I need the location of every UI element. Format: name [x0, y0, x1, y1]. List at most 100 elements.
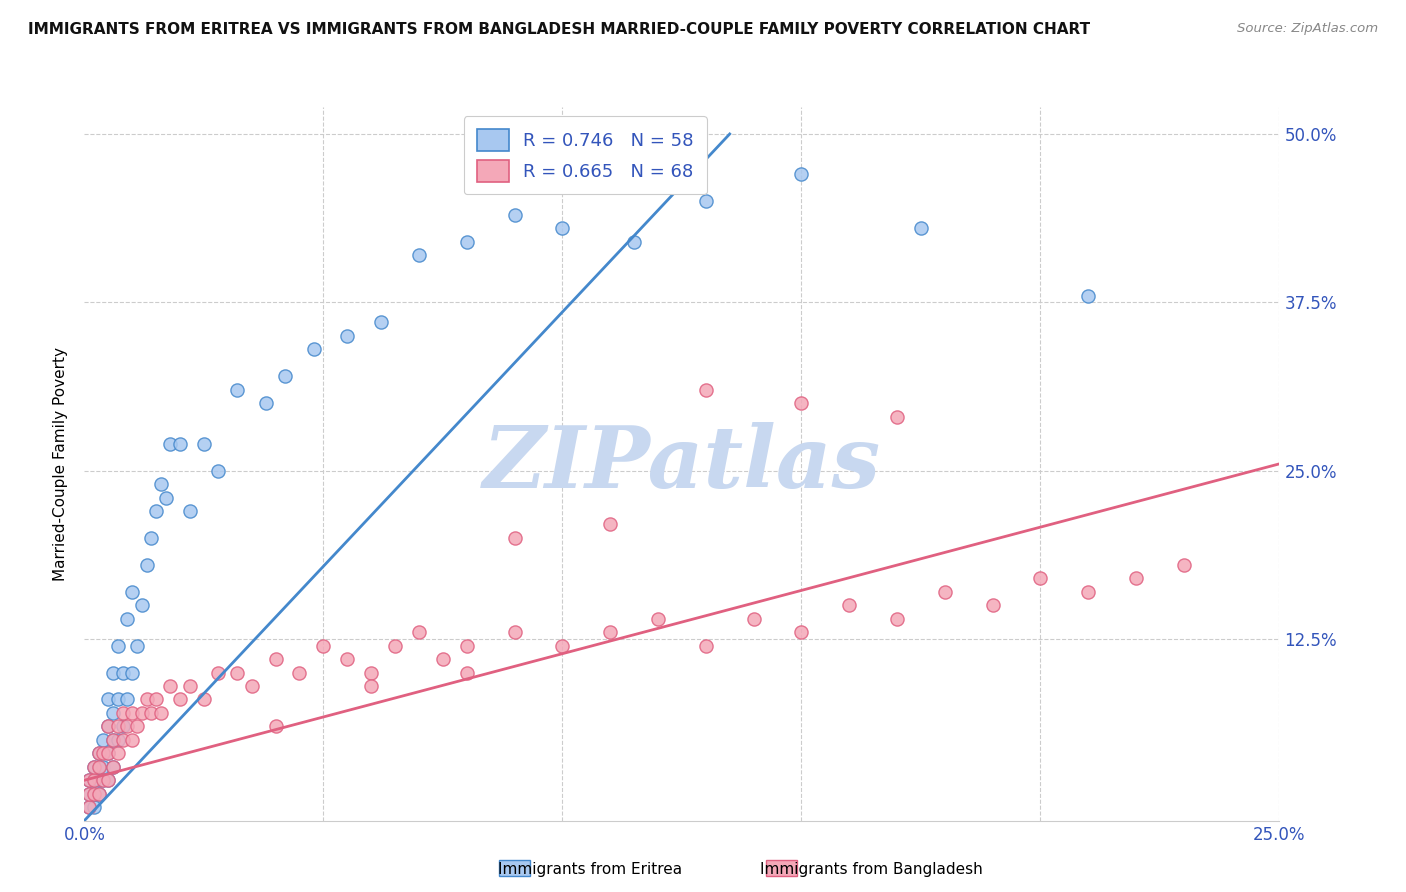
- Point: [93, 732, 115, 747]
- Point: [695, 194, 717, 209]
- Point: [360, 679, 382, 693]
- Point: [169, 436, 191, 450]
- Point: [695, 383, 717, 397]
- Point: [288, 665, 311, 680]
- Point: [93, 773, 115, 788]
- Point: [360, 665, 382, 680]
- Point: [1077, 288, 1099, 302]
- Point: [83, 773, 105, 788]
- Point: [790, 625, 813, 640]
- Point: [83, 773, 105, 788]
- Point: [101, 760, 124, 774]
- Text: Immigrants from Eritrea: Immigrants from Eritrea: [499, 863, 682, 877]
- Point: [87, 787, 110, 801]
- Point: [264, 719, 287, 733]
- Point: [264, 652, 287, 666]
- Point: [101, 760, 124, 774]
- Point: [159, 436, 181, 450]
- Point: [97, 773, 120, 788]
- Point: [83, 787, 105, 801]
- Point: [886, 612, 908, 626]
- Point: [274, 369, 297, 384]
- Point: [336, 652, 359, 666]
- Point: [131, 706, 153, 720]
- Point: [179, 679, 201, 693]
- Text: IMMIGRANTS FROM ERITREA VS IMMIGRANTS FROM BANGLADESH MARRIED-COUPLE FAMILY POVE: IMMIGRANTS FROM ERITREA VS IMMIGRANTS FR…: [28, 22, 1090, 37]
- Point: [503, 625, 526, 640]
- Point: [226, 383, 249, 397]
- Point: [695, 639, 717, 653]
- Point: [384, 639, 406, 653]
- Point: [790, 396, 813, 410]
- Point: [910, 221, 932, 235]
- Point: [254, 396, 277, 410]
- Point: [145, 692, 167, 706]
- Point: [87, 760, 110, 774]
- Point: [790, 167, 813, 181]
- Point: [149, 706, 172, 720]
- Point: [623, 235, 645, 249]
- Point: [121, 706, 143, 720]
- Point: [111, 665, 134, 680]
- Point: [117, 719, 139, 733]
- Point: [1029, 571, 1052, 585]
- Point: [336, 329, 359, 343]
- Point: [432, 652, 454, 666]
- Point: [93, 773, 115, 788]
- Point: [93, 760, 115, 774]
- Point: [83, 760, 105, 774]
- Point: [97, 692, 120, 706]
- Point: [107, 692, 129, 706]
- Point: [97, 719, 120, 733]
- Point: [93, 747, 115, 761]
- Point: [647, 612, 669, 626]
- Point: [125, 639, 148, 653]
- Point: [302, 343, 325, 357]
- Point: [934, 584, 956, 599]
- Point: [97, 719, 120, 733]
- Point: [551, 639, 574, 653]
- Point: [121, 584, 143, 599]
- Point: [207, 665, 229, 680]
- Point: [599, 625, 621, 640]
- Point: [240, 679, 263, 693]
- Point: [77, 787, 100, 801]
- Point: [101, 732, 124, 747]
- Bar: [499, 860, 530, 876]
- Point: [107, 719, 129, 733]
- Point: [97, 747, 120, 761]
- Point: [370, 316, 392, 330]
- Text: Immigrants from Bangladesh: Immigrants from Bangladesh: [761, 863, 983, 877]
- Point: [141, 531, 163, 545]
- Point: [125, 719, 148, 733]
- Point: [193, 692, 215, 706]
- Point: [742, 612, 765, 626]
- Point: [101, 732, 124, 747]
- Point: [87, 760, 110, 774]
- Point: [145, 504, 167, 518]
- Point: [135, 558, 157, 572]
- Point: [1077, 584, 1099, 599]
- Point: [408, 248, 430, 262]
- Point: [456, 665, 478, 680]
- Point: [179, 504, 201, 518]
- Bar: [766, 860, 797, 876]
- Point: [77, 800, 100, 814]
- Point: [456, 639, 478, 653]
- Point: [77, 773, 100, 788]
- Point: [121, 665, 143, 680]
- Text: Source: ZipAtlas.com: Source: ZipAtlas.com: [1237, 22, 1378, 36]
- Point: [886, 409, 908, 424]
- Point: [135, 692, 157, 706]
- Point: [121, 732, 143, 747]
- Point: [193, 436, 215, 450]
- Legend: R = 0.746   N = 58, R = 0.665   N = 68: R = 0.746 N = 58, R = 0.665 N = 68: [464, 116, 707, 194]
- Point: [599, 517, 621, 532]
- Point: [207, 464, 229, 478]
- Point: [456, 235, 478, 249]
- Point: [408, 625, 430, 640]
- Point: [77, 773, 100, 788]
- Point: [97, 747, 120, 761]
- Point: [503, 531, 526, 545]
- Point: [111, 732, 134, 747]
